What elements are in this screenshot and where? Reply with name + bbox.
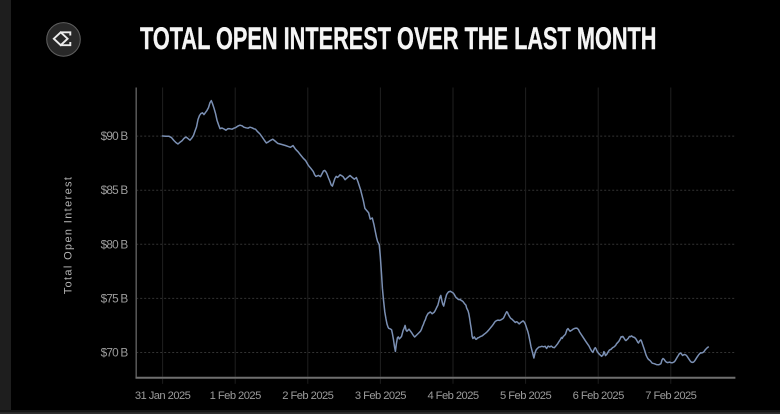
svg-text:2 Feb 2025: 2 Feb 2025 [282,390,333,402]
svg-text:Total Open Interest: Total Open Interest [63,176,75,295]
svg-text:$75 B: $75 B [101,291,129,305]
svg-text:3 Feb 2025: 3 Feb 2025 [355,390,406,402]
svg-text:$85 B: $85 B [101,183,129,197]
svg-text:4 Feb 2025: 4 Feb 2025 [427,390,478,402]
svg-text:7 Feb 2025: 7 Feb 2025 [645,390,696,402]
svg-text:5 Feb 2025: 5 Feb 2025 [500,390,551,402]
svg-text:$70 B: $70 B [101,346,129,360]
svg-text:$90 B: $90 B [101,129,129,143]
svg-text:6 Feb 2025: 6 Feb 2025 [573,390,624,402]
svg-text:31 Jan 2025: 31 Jan 2025 [135,390,191,402]
svg-text:1 Feb 2025: 1 Feb 2025 [210,390,261,402]
svg-text:$80 B: $80 B [101,237,129,251]
